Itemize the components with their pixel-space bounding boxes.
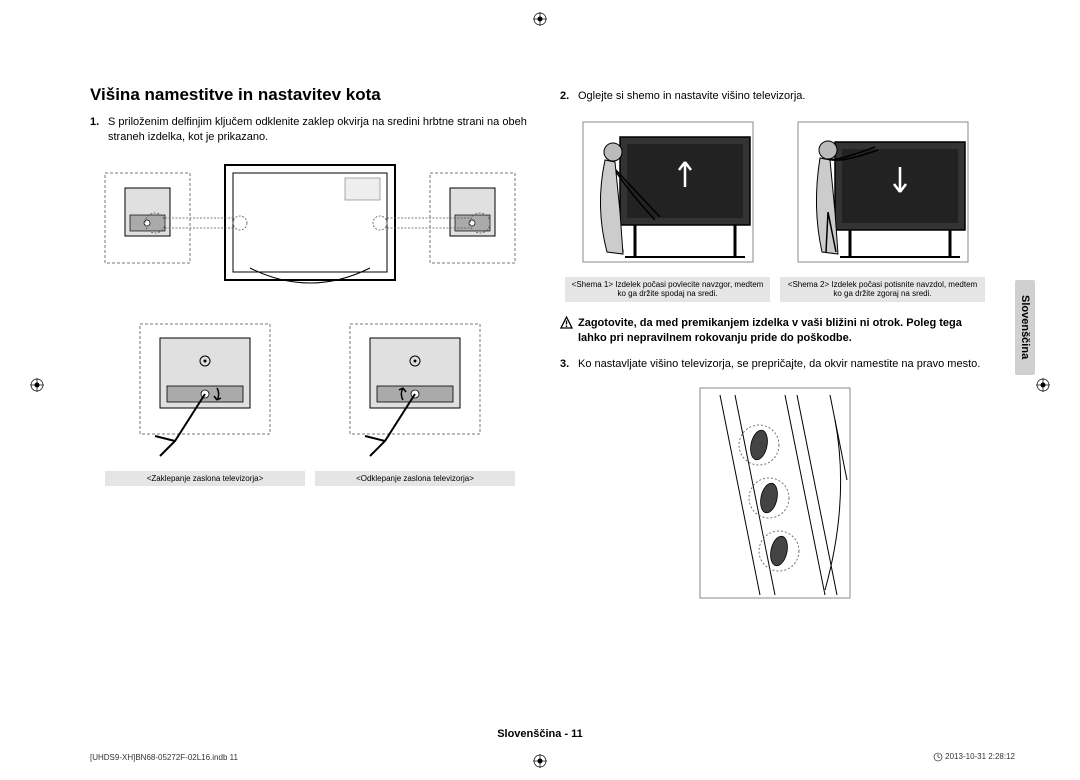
left-column: Višina namestitve in nastavitev kota 1. … — [90, 85, 530, 610]
step-2-num: 2. — [560, 89, 578, 104]
crop-mark-right — [1036, 378, 1050, 392]
figure-frame-slot — [560, 380, 990, 610]
step-3-num: 3. — [560, 357, 578, 372]
step-1: 1. S priloženim delfinjim ključem odklen… — [90, 115, 530, 145]
step-1-num: 1. — [90, 115, 108, 145]
page-content: Višina namestitve in nastavitev kota 1. … — [90, 85, 990, 610]
crop-mark-top — [533, 12, 547, 26]
figure-lock-row: <Zaklepanje zaslona televizorja> — [90, 316, 530, 487]
caption-shema1: <Shema 1> Izdelek počasi povlecite navzg… — [565, 277, 770, 302]
figure-shema2: <Shema 2> Izdelek počasi potisnite navzd… — [780, 112, 985, 302]
crop-mark-bottom — [533, 754, 547, 768]
footer-timestamp: 2013-10-31 2:28:12 — [933, 752, 1015, 762]
footer-file-info: [UHDS9-XH]BN68-05272F-02L16.indb 11 — [90, 753, 238, 762]
warning-text: Zagotovite, da med premikanjem izdelka v… — [578, 316, 990, 347]
footer-timestamp-text: 2013-10-31 2:28:12 — [945, 752, 1015, 761]
footer-page-number: Slovenščina - 11 — [0, 728, 1080, 740]
caption-unlock: <Odklepanje zaslona televizorja> — [315, 471, 515, 487]
caption-lock: <Zaklepanje zaslona televizorja> — [105, 471, 305, 487]
language-tab: Slovenščina — [1015, 280, 1035, 375]
figure-rear-overview — [90, 153, 530, 308]
figure-lock: <Zaklepanje zaslona televizorja> — [105, 316, 305, 487]
step-1-text: S priloženim delfinjim ključem odklenite… — [108, 115, 530, 145]
figure-unlock: <Odklepanje zaslona televizorja> — [315, 316, 515, 487]
warning-note: Zagotovite, da med premikanjem izdelka v… — [560, 316, 990, 347]
right-column: 2. Oglejte si shemo in nastavite višino … — [560, 85, 990, 610]
figure-shema1: <Shema 1> Izdelek počasi povlecite navzg… — [565, 112, 770, 302]
step-3: 3. Ko nastavljate višino televizorja, se… — [560, 357, 990, 372]
step-2-text: Oglejte si shemo in nastavite višino tel… — [578, 89, 805, 104]
step-3-text: Ko nastavljate višino televizorja, se pr… — [578, 357, 980, 372]
step-2: 2. Oglejte si shemo in nastavite višino … — [560, 89, 990, 104]
figure-shema-row: <Shema 1> Izdelek počasi povlecite navzg… — [560, 112, 990, 302]
warning-icon — [560, 316, 578, 347]
section-title: Višina namestitve in nastavitev kota — [90, 85, 530, 105]
caption-shema2: <Shema 2> Izdelek počasi potisnite navzd… — [780, 277, 985, 302]
crop-mark-left — [30, 378, 44, 392]
